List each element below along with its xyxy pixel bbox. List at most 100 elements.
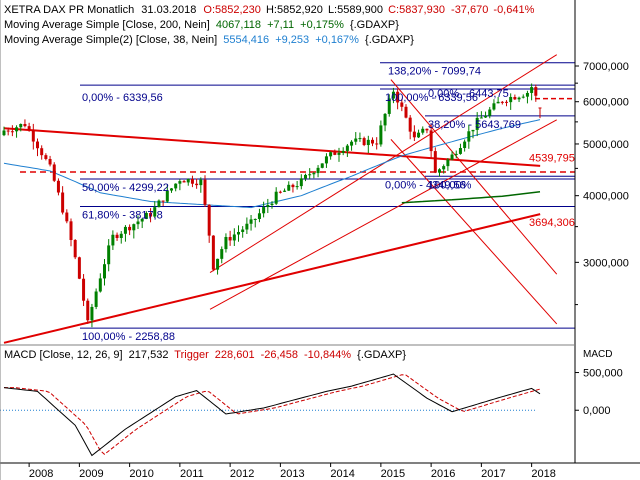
candle: [186, 178, 190, 186]
level-label: 3694,306: [529, 217, 575, 229]
candle-body: [82, 278, 86, 301]
candle: [86, 298, 90, 324]
candle-body: [48, 158, 52, 165]
candle: [115, 232, 119, 241]
candle-body: [345, 145, 349, 151]
candle-body: [304, 174, 307, 179]
candle-body: [488, 109, 492, 116]
candle-body: [123, 226, 127, 234]
candle: [538, 107, 542, 119]
candle-body: [132, 224, 136, 231]
candle-body: [182, 181, 186, 183]
candle: [475, 112, 479, 137]
candle-body: [408, 117, 412, 132]
candle: [19, 123, 23, 132]
candle: [350, 140, 354, 151]
x-tick-label: 2013: [280, 468, 304, 480]
candle: [94, 288, 98, 310]
candle: [291, 183, 295, 193]
candle: [484, 111, 488, 118]
candle: [36, 138, 39, 157]
candle: [65, 209, 69, 224]
candle-body: [316, 167, 320, 174]
candle-body: [337, 152, 341, 155]
candle: [316, 165, 320, 178]
candle-body: [463, 141, 467, 149]
candle-body: [27, 126, 31, 131]
candle-body: [295, 186, 299, 188]
candle-body: [107, 245, 111, 265]
y-tick-label: 6000,000: [583, 97, 629, 109]
candle: [421, 126, 425, 135]
fib-label: 50,00% - 4299,22: [82, 182, 169, 194]
candle: [2, 126, 6, 137]
candle-body: [19, 123, 23, 128]
candle-body: [136, 221, 140, 225]
x-tick-label: 2018: [531, 468, 555, 480]
candle-body: [454, 153, 458, 155]
candle: [278, 190, 282, 194]
candle: [44, 153, 48, 161]
x-tick-label: 2015: [381, 468, 405, 480]
candle: [40, 145, 44, 160]
candle: [509, 93, 513, 110]
candle-body: [433, 151, 437, 173]
candle: [442, 164, 446, 174]
candle-body: [270, 203, 274, 205]
candle-body: [61, 192, 65, 213]
candle: [521, 94, 525, 99]
candle-body: [366, 139, 370, 146]
candle-body: [73, 240, 77, 258]
candle-body: [178, 181, 182, 184]
candle: [220, 246, 224, 264]
ma200-src: {.GDAXP}: [350, 19, 399, 31]
ma200-pct: +0,175%: [300, 19, 344, 31]
candle: [438, 168, 441, 177]
candle: [128, 224, 132, 236]
candle-body: [165, 190, 169, 202]
candle-body: [6, 130, 10, 132]
candle: [270, 201, 274, 209]
candle-body: [354, 138, 358, 142]
ma38-pct: +0,167%: [315, 34, 359, 46]
macd-panel: [0, 373, 541, 457]
candle-body: [446, 159, 450, 167]
candle-body: [341, 150, 345, 153]
ma200-label: Moving Average Simple [Close, 200, Nein]: [4, 19, 210, 31]
candle: [458, 143, 462, 155]
ma38-change: +9,253: [275, 34, 309, 46]
candle-body: [333, 152, 337, 155]
candle: [199, 177, 203, 193]
candle-body: [207, 204, 211, 236]
candle: [304, 173, 307, 182]
candle-body: [65, 212, 69, 222]
candle-body: [157, 200, 161, 208]
candle-body: [417, 132, 421, 138]
x-tick-label: 2012: [230, 468, 254, 480]
candle: [56, 178, 60, 196]
y-tick-label: 3000,000: [583, 257, 629, 269]
candle-body: [521, 96, 525, 98]
candle: [232, 228, 236, 247]
candle: [132, 223, 136, 239]
ma38-src: {.GDAXP}: [365, 34, 414, 46]
candle: [312, 171, 316, 179]
candle: [371, 137, 374, 147]
candle-body: [278, 191, 282, 193]
candle: [513, 94, 517, 101]
candle-body: [500, 101, 504, 103]
candle-body: [144, 212, 148, 219]
bar-date: 31.03.2018: [141, 4, 196, 16]
candle-body: [249, 219, 253, 224]
fib-label: 38,20% - 5643,769: [428, 119, 521, 131]
candle-body: [450, 154, 454, 160]
change-pct: -0,641%: [493, 4, 534, 16]
candle: [165, 184, 169, 203]
candle-body: [253, 218, 257, 220]
macd-trigger-line: [4, 374, 541, 455]
candle-body: [274, 191, 278, 204]
trendline-support: [3, 213, 541, 344]
fib-label: 100,00% - 2258,88: [82, 331, 175, 343]
candle: [517, 96, 521, 103]
